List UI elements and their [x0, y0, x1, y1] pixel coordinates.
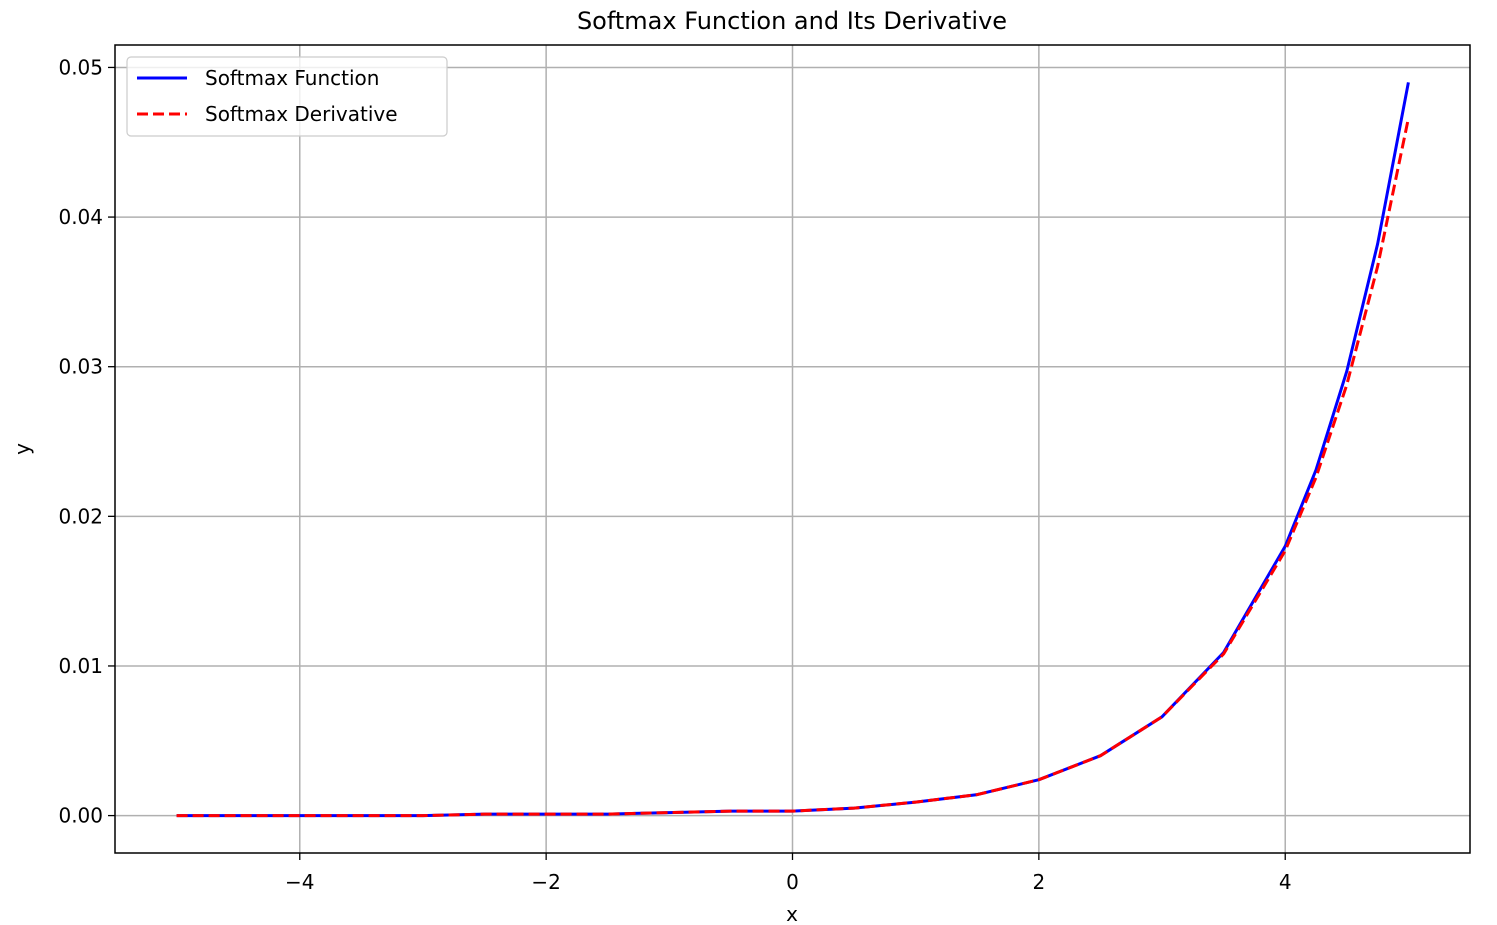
y-tick-label: 0.05: [58, 55, 103, 79]
legend-label-softmax-function: Softmax Function: [205, 66, 379, 90]
series-layer: [176, 82, 1410, 818]
y-tick-label: 0.00: [58, 804, 103, 828]
x-ticks: −4 −2 0 2 4: [285, 853, 1292, 894]
y-ticks: 0.00 0.01 0.02 0.03 0.04 0.05: [58, 55, 115, 828]
legend: Softmax Function Softmax Derivative: [126, 56, 448, 137]
legend-box: [126, 56, 448, 137]
series-line-softmax-derivative: [176, 117, 1410, 818]
chart-title: Softmax Function and Its Derivative: [577, 7, 1007, 35]
y-tick-label: 0.03: [58, 355, 103, 379]
y-tick-label: 0.04: [58, 205, 103, 229]
legend-label-softmax-derivative: Softmax Derivative: [205, 102, 398, 126]
y-tick-label: 0.01: [58, 654, 103, 678]
x-tick-label: −4: [285, 870, 314, 894]
y-tick-label: 0.02: [58, 504, 103, 528]
y-axis-label: y: [10, 443, 34, 455]
x-tick-label: 0: [786, 870, 799, 894]
x-axis-label: x: [786, 902, 798, 925]
x-tick-label: 4: [1279, 870, 1292, 894]
x-tick-label: 2: [1032, 870, 1045, 894]
x-tick-label: −2: [531, 870, 560, 894]
